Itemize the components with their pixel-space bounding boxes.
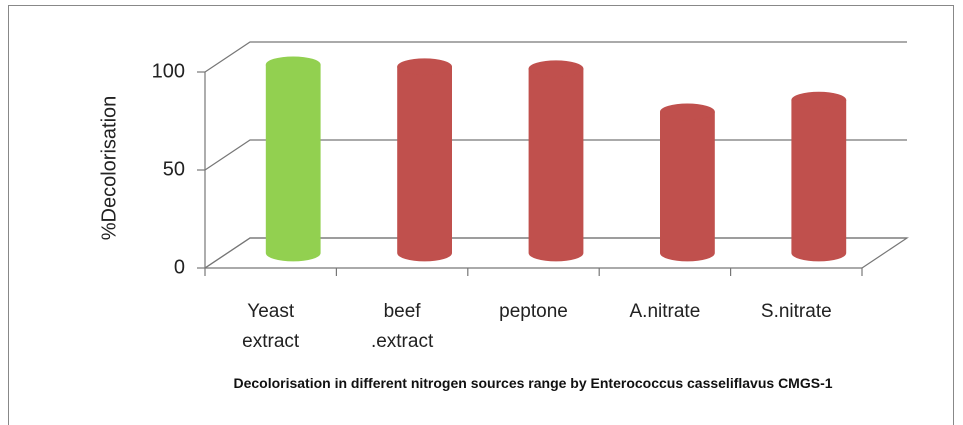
- chart-frame: [8, 5, 954, 425]
- bar-top: [660, 103, 715, 121]
- bar-top: [791, 91, 847, 109]
- bar: [791, 99, 847, 262]
- y-tick-label: 0: [174, 256, 185, 278]
- x-tick-label: A.nitrate: [629, 301, 701, 322]
- x-tick-label: S.nitrate: [760, 301, 832, 322]
- grid-line: [204, 41, 907, 73]
- x-tick-label: beef .extract: [370, 301, 434, 352]
- x-tick-label: Yeast extract: [242, 301, 300, 352]
- bar-top: [397, 58, 453, 76]
- bar: [660, 111, 715, 262]
- bar-top: [265, 56, 321, 74]
- x-tick-label: peptone: [499, 301, 568, 322]
- y-tick-label: 50: [163, 158, 185, 180]
- chart-title: Decolorisation in different nitrogen sou…: [233, 375, 833, 391]
- bar: [528, 68, 584, 262]
- bar: [265, 64, 321, 262]
- bar: [397, 66, 452, 262]
- y-tick-label: 100: [152, 60, 185, 82]
- y-axis-label: %Decolorisation: [98, 96, 120, 241]
- bar-top: [528, 60, 584, 78]
